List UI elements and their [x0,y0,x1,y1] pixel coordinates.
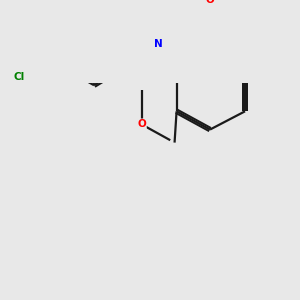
Text: Cl: Cl [13,71,24,82]
Text: N: N [154,39,163,49]
Text: O: O [206,0,214,5]
Text: O: O [137,119,146,129]
